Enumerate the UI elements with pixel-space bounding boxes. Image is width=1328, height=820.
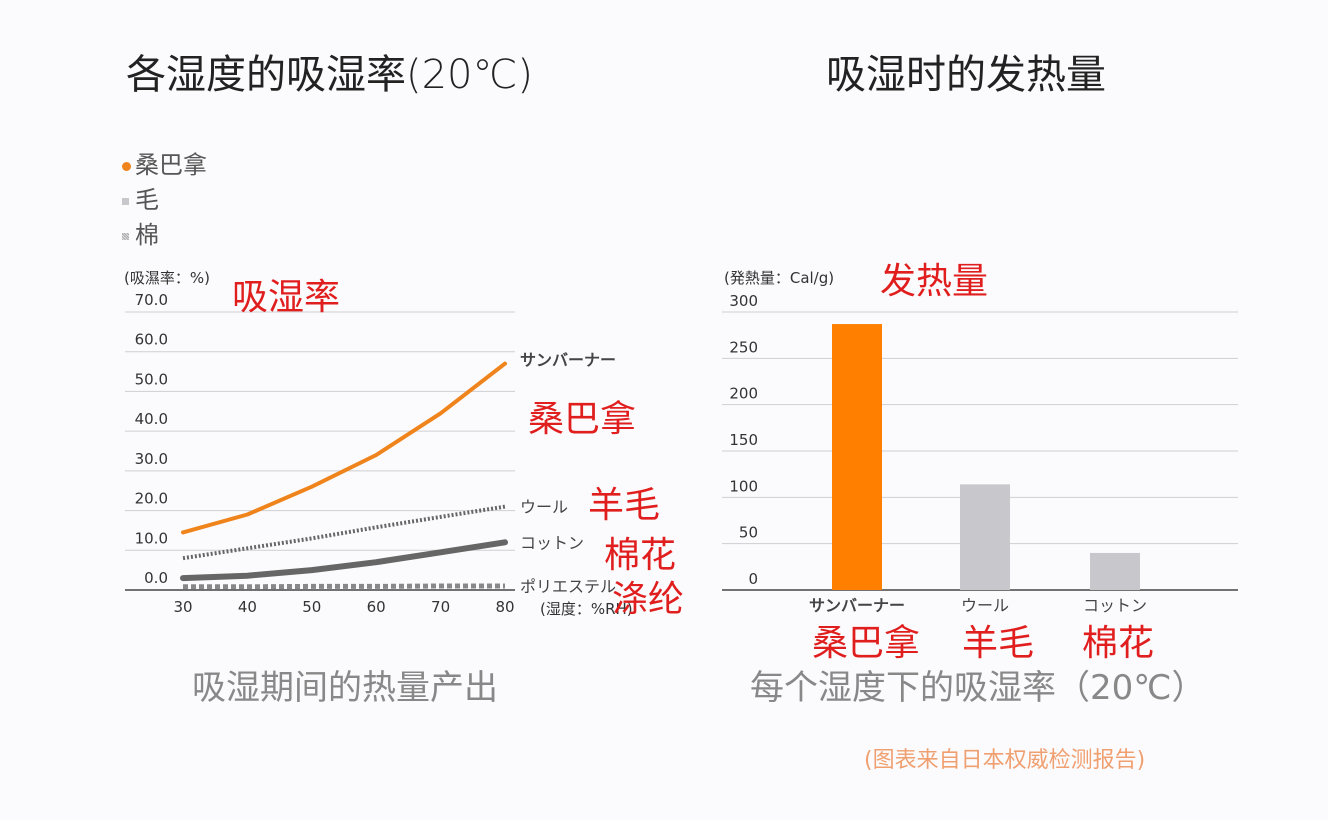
y-tick-label: 150 bbox=[729, 431, 758, 449]
series-line-2 bbox=[180, 539, 508, 582]
right-y-axis-unit: (発熱量：Cal/g) bbox=[724, 269, 835, 287]
left-x-axis-unit: (湿度：%RH) bbox=[540, 600, 633, 618]
gray-square-icon bbox=[122, 197, 129, 205]
legend-item-sanbarna: 桑巴拿 bbox=[122, 145, 207, 180]
y-tick-label: 100 bbox=[729, 477, 758, 495]
bar-category-label: ウール bbox=[961, 596, 1009, 615]
series-line-0 bbox=[181, 361, 507, 535]
left-subtitle: 吸湿期间的热量产出 bbox=[192, 668, 498, 708]
heat-generation-bar-chart: 0 50 100 150 200 250 300 サンバーナー ウール コットン bbox=[722, 292, 1238, 615]
legend-label: 毛 bbox=[135, 186, 159, 214]
y-tick-label: 10.0 bbox=[135, 529, 168, 547]
series-label: サンバーナー bbox=[520, 351, 616, 370]
x-tick-label: 80 bbox=[495, 598, 514, 616]
source-note: (图表来自日本权威检测报告) bbox=[864, 748, 1146, 773]
y-tick-label: 20.0 bbox=[135, 490, 168, 508]
series-label: ポリエステル bbox=[520, 577, 616, 596]
bar-0 bbox=[832, 324, 882, 590]
x-tick-label: 70 bbox=[431, 598, 450, 616]
right-chart-title: 吸湿时的发热量 bbox=[826, 52, 1106, 98]
humidity-absorption-line-chart: 0.0 10.0 20.0 30.0 40.0 50.0 60.0 70.0 30 40 50 60 7… bbox=[125, 291, 616, 616]
y-tick-label: 300 bbox=[729, 292, 758, 310]
orange-dot-icon bbox=[122, 161, 131, 171]
annotation-heat: 发热量 bbox=[880, 261, 989, 302]
series-line-3 bbox=[183, 583, 505, 590]
y-tick-label: 70.0 bbox=[135, 291, 168, 309]
y-tick-label: 0 bbox=[748, 570, 758, 588]
y-tick-label: 250 bbox=[729, 338, 758, 356]
x-tick-label: 30 bbox=[173, 598, 192, 616]
left-y-axis-unit: (吸濕率：%) bbox=[124, 269, 210, 287]
y-tick-label: 60.0 bbox=[135, 331, 168, 349]
legend-item-wool: 毛 bbox=[122, 180, 159, 215]
annotation-polyester: 涤纶 bbox=[612, 579, 685, 620]
annotation-absorption-rate: 吸湿率 bbox=[232, 277, 341, 318]
annotation-bar-sanbarna: 桑巴拿 bbox=[812, 623, 921, 664]
annotation-wool: 羊毛 bbox=[588, 485, 661, 526]
legend-label: 棉 bbox=[135, 221, 159, 249]
y-tick-label: 40.0 bbox=[135, 410, 168, 428]
y-tick-label: 0.0 bbox=[144, 569, 168, 587]
x-tick-label: 60 bbox=[367, 598, 386, 616]
bar-2 bbox=[1090, 552, 1140, 590]
series-label: ウール bbox=[520, 498, 568, 517]
y-tick-label: 50 bbox=[739, 524, 758, 542]
right-subtitle: 每个湿度下的吸湿率（20℃） bbox=[750, 668, 1206, 708]
annotation-sanbarna: 桑巴拿 bbox=[528, 399, 637, 440]
bar-category-label: コットン bbox=[1083, 596, 1147, 615]
annotation-cotton: 棉花 bbox=[604, 535, 677, 576]
y-tick-label: 50.0 bbox=[135, 370, 168, 388]
legend-item-cotton: 棉 bbox=[122, 215, 159, 250]
x-tick-label: 40 bbox=[238, 598, 257, 616]
series-label: コットン bbox=[520, 533, 584, 552]
left-chart-title: 各湿度的吸湿率(20℃) bbox=[126, 52, 534, 98]
bar-category-label: サンバーナー bbox=[809, 596, 905, 615]
annotation-bar-wool: 羊毛 bbox=[962, 623, 1035, 664]
x-tick-label: 50 bbox=[302, 598, 321, 616]
y-tick-label: 200 bbox=[729, 385, 758, 403]
y-tick-label: 30.0 bbox=[135, 450, 168, 468]
legend-label: 桑巴拿 bbox=[135, 151, 207, 179]
bar-1 bbox=[960, 484, 1010, 590]
hatched-square-icon bbox=[122, 232, 129, 240]
annotation-bar-cotton: 棉花 bbox=[1082, 623, 1155, 664]
